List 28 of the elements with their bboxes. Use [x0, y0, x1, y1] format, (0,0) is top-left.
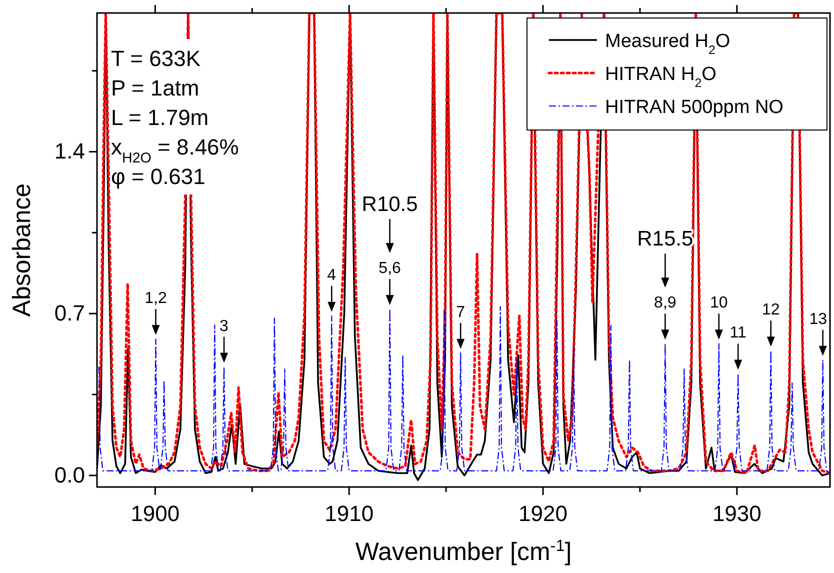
annotation: P = 1atm [111, 76, 200, 100]
annotation: 3 [220, 318, 229, 335]
y-tick-label: 1.4 [54, 138, 85, 164]
annotation: 10 [710, 294, 728, 312]
x-tick-label: 1930 [712, 501, 762, 526]
legend-label: HITRAN 500ppm NO [605, 97, 784, 118]
annotation: 5,6 [378, 260, 402, 277]
x-tick-label: 1910 [324, 501, 374, 526]
annotation: x$_{H2O}$ = 8.46% [111, 134, 239, 166]
y-tick-label: 0.7 [54, 300, 85, 326]
x-tick-label: 1900 [130, 501, 180, 526]
annotation: 12 [762, 302, 780, 319]
annotation: 7 [456, 304, 466, 321]
legend-label: HITRAN H$_{2}$O [605, 64, 716, 90]
legend-label: Measured H$_{2}$O [605, 31, 730, 57]
annotation: L = 1.79m [111, 105, 209, 130]
annotation: T = 633K [111, 46, 201, 71]
annotation: 13 [809, 310, 828, 328]
annotation: R10.5 [362, 192, 418, 216]
x-tick-label: 1920 [518, 501, 568, 526]
annotation: φ = 0.631 [111, 164, 206, 189]
y-tick-label: 0.0 [54, 462, 85, 488]
annotation: 4 [327, 266, 336, 284]
x-axis-title: Wavenumber [cm$^{-1}$] [355, 537, 572, 566]
annotation: 1,2 [144, 290, 167, 308]
y-axis-title: Absorbance [8, 183, 36, 317]
annotation: 11 [730, 324, 746, 342]
annotation: 8,9 [654, 294, 676, 312]
